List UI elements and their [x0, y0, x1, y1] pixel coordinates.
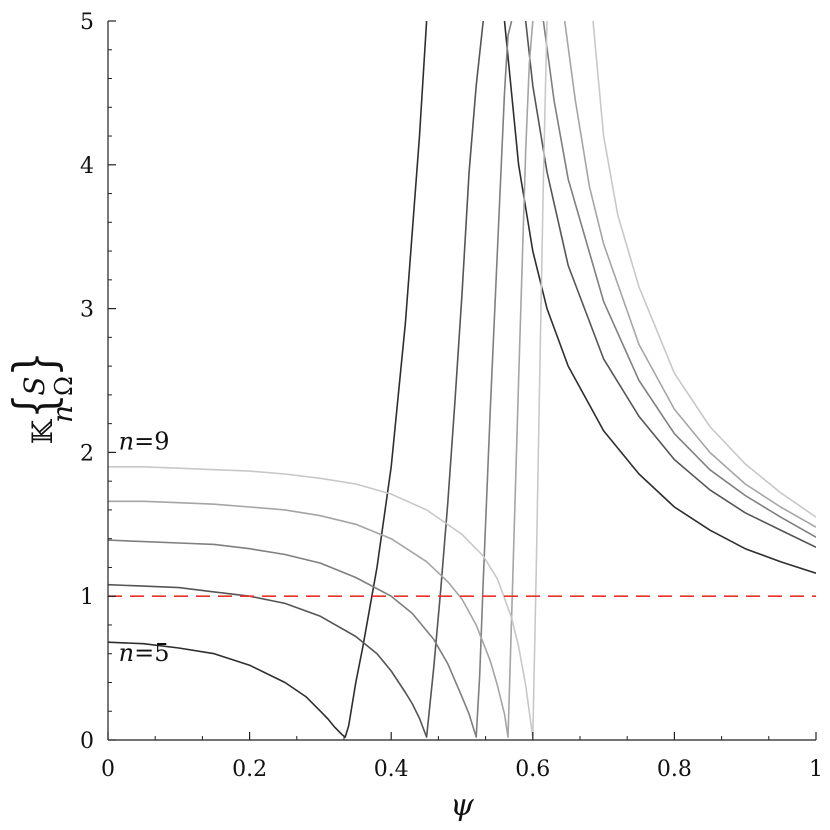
series-curve-9 — [592, 21, 816, 518]
y-tick-label: 5 — [80, 10, 94, 35]
y-tick-label: 2 — [80, 441, 94, 466]
y-label-right-brace: } — [3, 351, 67, 376]
series-curve-8 — [108, 21, 548, 738]
series-curve-4 — [108, 21, 513, 738]
x-tick-label: 0.6 — [515, 757, 550, 782]
y-axis-label: 𝕂 { S Ω n } — [3, 351, 79, 444]
x-tick-label: 1 — [809, 757, 823, 782]
x-tick-label: 0 — [101, 757, 115, 782]
series-curve-0 — [108, 21, 428, 738]
series-curve-5 — [542, 21, 816, 538]
series-annotation: n=5 — [119, 639, 170, 667]
y-tick-label: 1 — [80, 585, 94, 610]
x-ticks: 0 0.2 0.4 0.6 0.8 1 — [101, 732, 823, 782]
y-label-lower: n — [46, 405, 79, 423]
y-label-left-brace: { — [3, 393, 67, 418]
y-label-prefix: 𝕂 — [26, 418, 59, 444]
series-curve-2 — [108, 21, 484, 738]
curves-layer — [108, 21, 816, 738]
x-tick-label: 0.8 — [657, 757, 692, 782]
annotations: n=9 n=5 — [119, 428, 170, 667]
series-curve-3 — [524, 21, 816, 549]
series-curve-7 — [563, 21, 816, 528]
y-label-upper-bottom: Ω — [50, 376, 78, 396]
y-ticks: 0 1 2 3 4 5 — [80, 10, 116, 754]
x-axis-label: ψ — [450, 788, 474, 823]
y-tick-label: 3 — [80, 298, 94, 323]
y-tick-label: 4 — [80, 154, 94, 179]
series-annotation: n=9 — [119, 428, 170, 456]
y-tick-label: 0 — [80, 729, 94, 754]
x-tick-label: 0.2 — [232, 757, 267, 782]
y-label-upper-top: S — [18, 376, 51, 395]
series-curve-1 — [503, 21, 816, 574]
x-tick-label: 0.4 — [374, 757, 409, 782]
series-curve-6 — [108, 21, 534, 738]
